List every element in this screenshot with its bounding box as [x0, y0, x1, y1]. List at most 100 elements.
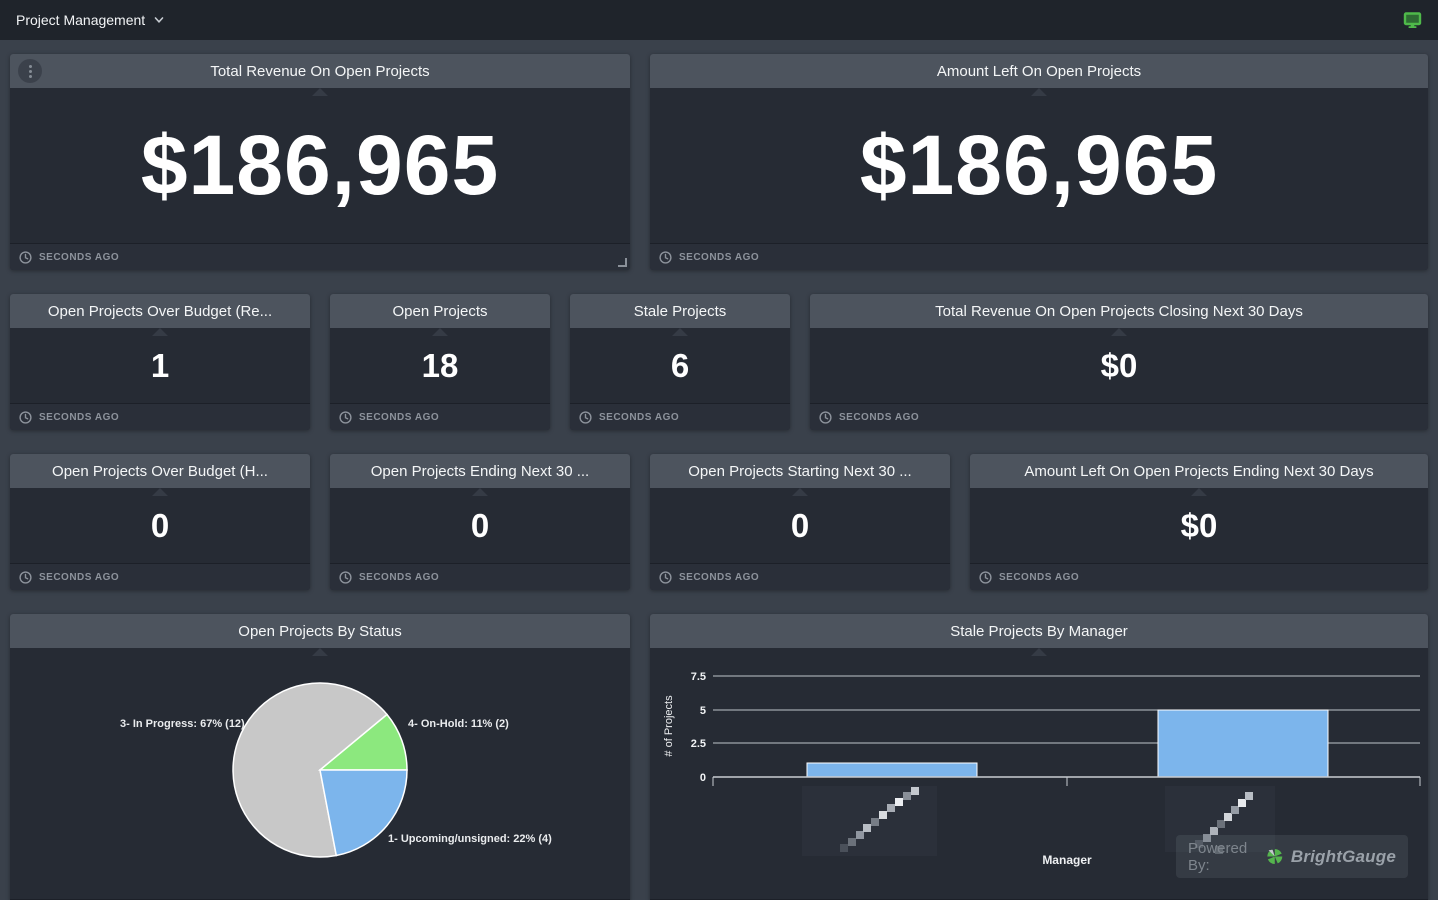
card-title: Total Revenue On Open Projects [210, 62, 430, 80]
card-header[interactable]: Open Projects Over Budget (H... [10, 454, 310, 488]
header-notch [1031, 88, 1047, 96]
kpi-value: 6 [670, 346, 690, 384]
card-footer: SECONDS AGO [650, 243, 1428, 270]
card-header[interactable]: Open Projects By Status [10, 614, 630, 648]
card-footer: SECONDS AGO [10, 563, 310, 590]
card-title: Stale Projects By Manager [950, 622, 1128, 640]
card-header[interactable]: Open Projects Over Budget (Re... [10, 294, 310, 328]
clock-icon [819, 410, 832, 424]
y-tick-7-5: 7.5 [691, 671, 706, 683]
card-header[interactable]: Stale Projects [570, 294, 790, 328]
kpi-card-amount-left-30: Amount Left On Open Projects Ending Next… [970, 454, 1428, 590]
clock-icon [979, 570, 992, 584]
y-tick-2-5: 2.5 [691, 738, 706, 750]
header-notch [432, 328, 448, 336]
card-header[interactable]: Total Revenue On Open Projects [10, 54, 630, 88]
pie-label-in-progress: 3- In Progress: 67% (12) [120, 718, 245, 730]
powered-by-watermark: Powered By: BrightGauge [1176, 835, 1408, 878]
kpi-value: $186,965 [859, 118, 1219, 212]
clock-icon [579, 410, 592, 424]
clock-icon [339, 410, 352, 424]
resize-handle[interactable] [618, 258, 627, 267]
display-mode-icon[interactable] [1403, 11, 1422, 29]
pie-chart [232, 682, 408, 858]
last-updated-label: SECONDS AGO [39, 251, 120, 263]
card-footer: SECONDS AGO [10, 243, 630, 270]
header-notch [1191, 488, 1207, 496]
kpi-value: $0 [1180, 506, 1218, 544]
top-bar: Project Management [0, 0, 1438, 40]
card-header[interactable]: Amount Left On Open Projects Ending Next… [970, 454, 1428, 488]
card-title: Open Projects By Status [238, 622, 402, 640]
header-notch [472, 488, 488, 496]
card-header[interactable]: Stale Projects By Manager [650, 614, 1428, 648]
dashboard-selector[interactable]: Project Management [16, 12, 164, 28]
chart-card-open-projects-by-status: Open Projects By Status 3- In Progress: … [10, 614, 630, 900]
card-footer: SECONDS AGO [570, 403, 790, 430]
card-footer: SECONDS AGO [650, 563, 950, 590]
card-title: Open Projects Over Budget (H... [52, 462, 268, 480]
kpi-card-stale-projects: Stale Projects 6 SECONDS AGO [570, 294, 790, 430]
kpi-value: 0 [790, 506, 810, 544]
clock-icon [659, 250, 672, 264]
card-footer: SECONDS AGO [10, 403, 310, 430]
card-header[interactable]: Open Projects Ending Next 30 ... [330, 454, 630, 488]
kpi-value: 0 [150, 506, 170, 544]
kpi-card-total-revenue-open: Total Revenue On Open Projects $186,965 … [10, 54, 630, 270]
bar-chart: 7.5 5 2.5 0 # of Projects [663, 671, 1421, 867]
kpi-card-over-budget-hours: Open Projects Over Budget (H... 0 SECOND… [10, 454, 310, 590]
censored-manager-label-1 [802, 786, 937, 856]
last-updated-label: SECONDS AGO [359, 571, 440, 583]
header-notch [152, 328, 168, 336]
header-notch [1111, 328, 1127, 336]
card-header[interactable]: Open Projects [330, 294, 550, 328]
card-header[interactable]: Open Projects Starting Next 30 ... [650, 454, 950, 488]
last-updated-label: SECONDS AGO [679, 571, 760, 583]
card-title: Amount Left On Open Projects Ending Next… [1024, 462, 1374, 480]
clock-icon [19, 570, 32, 584]
card-header[interactable]: Total Revenue On Open Projects Closing N… [810, 294, 1428, 328]
kpi-card-amount-left-open: Amount Left On Open Projects $186,965 SE… [650, 54, 1428, 270]
kpi-value: 18 [421, 346, 459, 384]
kpi-card-ending-30: Open Projects Ending Next 30 ... 0 SECON… [330, 454, 630, 590]
card-title: Stale Projects [633, 302, 727, 320]
pie-label-upcoming: 1- Upcoming/unsigned: 22% (4) [388, 833, 552, 845]
card-title: Open Projects Starting Next 30 ... [688, 462, 912, 480]
clock-icon [19, 250, 32, 264]
header-notch [1031, 648, 1047, 656]
chevron-down-icon [154, 17, 164, 23]
card-footer: SECONDS AGO [330, 403, 550, 430]
last-updated-label: SECONDS AGO [599, 411, 680, 423]
pie-slice-upcoming[interactable] [319, 769, 408, 857]
bar-manager-1[interactable] [806, 762, 978, 778]
clock-icon [19, 410, 32, 424]
card-title: Total Revenue On Open Projects Closing N… [935, 302, 1303, 320]
card-title: Open Projects Over Budget (Re... [47, 302, 273, 320]
last-updated-label: SECONDS AGO [39, 411, 120, 423]
y-tick-5: 5 [700, 705, 706, 717]
dashboard-title: Project Management [16, 12, 146, 28]
card-title: Open Projects [392, 302, 488, 320]
censored-manager-label-2 [1165, 786, 1275, 854]
card-menu-icon[interactable] [18, 59, 42, 83]
card-title: Open Projects Ending Next 30 ... [370, 462, 590, 480]
clock-icon [659, 570, 672, 584]
clock-icon [339, 570, 352, 584]
header-notch [792, 488, 808, 496]
card-title: Amount Left On Open Projects [936, 62, 1142, 80]
header-notch [312, 88, 328, 96]
last-updated-label: SECONDS AGO [359, 411, 440, 423]
last-updated-label: SECONDS AGO [39, 571, 120, 583]
card-footer: SECONDS AGO [970, 563, 1428, 590]
kpi-value: $186,965 [140, 118, 500, 212]
x-axis-title: Manager [1042, 853, 1092, 867]
bar-manager-2[interactable] [1157, 709, 1329, 778]
header-notch [152, 488, 168, 496]
header-notch [312, 648, 328, 656]
powered-by-label: Powered By: [1188, 839, 1248, 874]
pie-slice-in-progress[interactable] [232, 682, 389, 858]
brightgauge-logo-icon [1267, 848, 1283, 865]
kpi-card-starting-30: Open Projects Starting Next 30 ... 0 SEC… [650, 454, 950, 590]
card-header[interactable]: Amount Left On Open Projects [650, 54, 1428, 88]
pie-label-on-hold: 4- On-Hold: 11% (2) [408, 718, 509, 730]
